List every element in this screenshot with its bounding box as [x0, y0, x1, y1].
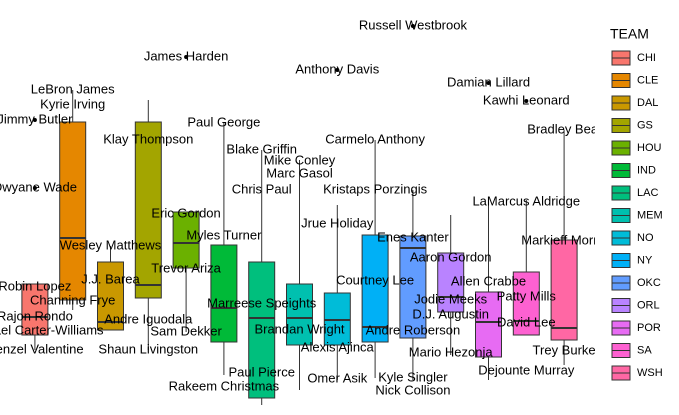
box — [437, 252, 465, 313]
outlier-point — [184, 55, 189, 59]
point-label: Andre Roberson — [366, 322, 461, 337]
point-label: LeBron James — [31, 81, 115, 96]
box — [512, 271, 540, 336]
legend-label: CLE — [637, 74, 658, 86]
point-label: David Lee — [497, 314, 556, 329]
point-label: Wesley Matthews — [60, 237, 162, 252]
legend-label: NO — [637, 232, 654, 244]
point-label: Nick Collison — [375, 382, 450, 397]
box — [172, 211, 200, 269]
point-label: Mario Hezonja — [409, 344, 494, 359]
outlier-point — [32, 118, 37, 122]
point-label: Dwyane Wade — [0, 179, 77, 194]
legend-label: IND — [637, 164, 656, 176]
point-label: Chris Paul — [232, 181, 292, 196]
legend-label: CHI — [637, 52, 656, 64]
outlier-point — [524, 99, 529, 103]
box — [59, 121, 87, 301]
legend-label: OKC — [637, 277, 661, 289]
point-label: Robin Lopez — [0, 278, 71, 293]
point-label: Trey Burke — [533, 342, 596, 357]
point-label: Trevor Ariza — [151, 260, 221, 275]
point-label: Michael Carter-Williams — [0, 322, 104, 337]
point-label: Enes Kanter — [377, 229, 449, 244]
point-label: Courtney Lee — [336, 272, 414, 287]
plot-panel: Russell Westbrook James Harden Anthony Dav… — [0, 17, 607, 405]
point-label: Omer Asik — [307, 370, 367, 385]
point-label: Denzel Valentine — [0, 341, 84, 356]
point-label: Carmelo Anthony — [325, 131, 425, 146]
legend: TEAM CHI CLE DAL GS HOU IND LAC MEM NO NY OKC ORL PO… — [610, 26, 663, 381]
box — [21, 283, 49, 336]
outlier-point — [410, 24, 415, 28]
point-label: Marc Gasol — [266, 165, 333, 180]
legend-title: TEAM — [610, 26, 649, 42]
point-label: Myles Turner — [186, 227, 262, 242]
point-label: Channing Frye — [30, 292, 115, 307]
point-label: Russell Westbrook — [359, 17, 468, 32]
legend-label: NY — [637, 254, 653, 266]
point-label: Paul George — [187, 114, 260, 129]
box — [210, 244, 238, 343]
point-label: Jimmy Butler — [0, 111, 73, 126]
legend-label: WSH — [637, 367, 663, 379]
outlier-point — [335, 68, 340, 72]
point-label: Aaron Gordon — [410, 249, 492, 264]
point-label: Kyle Singler — [378, 369, 448, 384]
legend-label: POR — [637, 322, 661, 334]
point-label: Andre Iguodala — [104, 311, 193, 326]
point-label: Jodie Meeks — [414, 291, 487, 306]
point-label: Markieff Morris — [521, 232, 607, 247]
point-label: Marreese Speights — [207, 295, 317, 310]
box — [475, 291, 502, 358]
point-label: Anthony Davis — [295, 61, 379, 76]
outlier-point — [486, 81, 491, 85]
point-label: Kyrie Irving — [40, 96, 105, 111]
point-label: Jrue Holiday — [301, 215, 374, 230]
box — [399, 235, 427, 339]
point-label: Dejounte Murray — [478, 362, 575, 377]
box — [286, 283, 313, 346]
box — [361, 234, 389, 343]
point-label: Rajon Rondo — [0, 308, 73, 323]
point-label: Allen Crabbe — [451, 273, 526, 288]
point-label: Blake Griffin — [226, 141, 297, 156]
point-label: Damian Lillard — [447, 74, 530, 89]
legend-label: GS — [637, 119, 653, 131]
point-label: Kawhi Leonard — [483, 92, 570, 107]
box — [248, 261, 276, 399]
legend-label: MEM — [637, 209, 663, 221]
point-label: Kristaps Porzingis — [323, 181, 428, 196]
legend-label: ORL — [637, 299, 660, 311]
point-label: Rakeem Christmas — [169, 378, 280, 393]
point-label: Mike Conley — [264, 152, 336, 167]
legend-label: SA — [637, 344, 652, 356]
legend-label: DAL — [637, 97, 658, 109]
point-label: J.J. Barea — [81, 271, 140, 286]
point-label: James Harden — [144, 48, 229, 63]
point-label: Brandan Wright — [254, 321, 344, 336]
point-label: Alexis Ajinca — [301, 339, 375, 354]
point-label: Sam Dekker — [150, 323, 222, 338]
point-label: D.J. Augustin — [412, 306, 489, 321]
point-label: Shaun Livingston — [98, 341, 198, 356]
point-label: Eric Gordon — [151, 205, 220, 220]
box — [134, 121, 162, 299]
legend-label: HOU — [637, 142, 662, 154]
point-label: Paul Pierce — [228, 364, 294, 379]
point-label: LaMarcus Aldridge — [472, 193, 580, 208]
box — [550, 239, 578, 341]
point-label: Klay Thompson — [103, 131, 193, 146]
legend-label: LAC — [637, 187, 658, 199]
point-label: Patty Mills — [497, 288, 557, 303]
box — [97, 261, 124, 331]
outlier-point — [32, 186, 37, 190]
point-label: Bradley Beal — [527, 121, 601, 136]
